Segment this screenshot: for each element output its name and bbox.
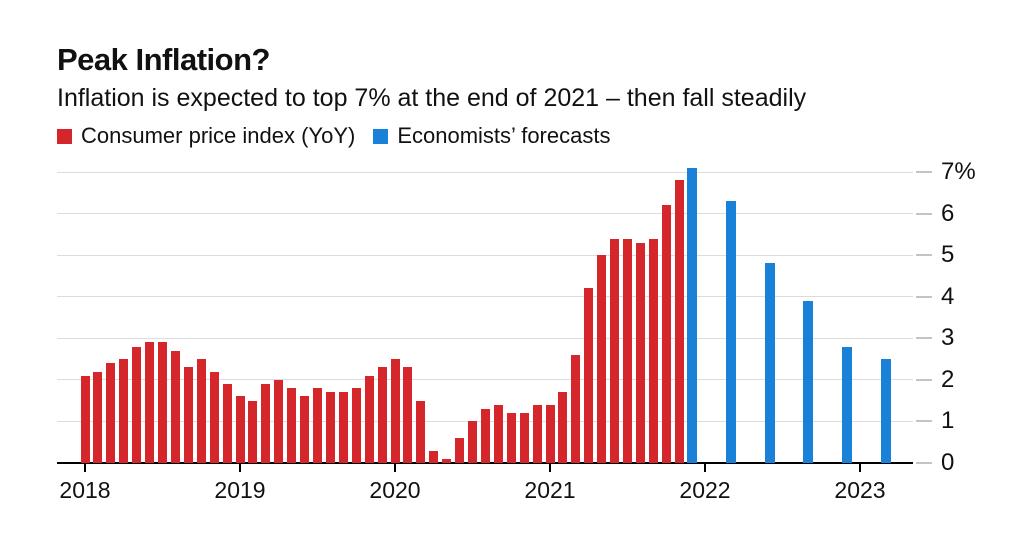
cpi-bar-34	[519, 413, 529, 463]
cpi-bar-32	[493, 404, 503, 463]
chart-title: Peak Inflation?	[57, 42, 270, 77]
y-tick-6	[916, 212, 932, 215]
cpi-bar-44	[648, 238, 658, 463]
y-axis-label-4: 4	[941, 282, 955, 310]
cpi-bar-11	[222, 384, 232, 463]
cpi-bar-9	[196, 359, 206, 463]
cpi-bar-6	[158, 342, 167, 463]
cpi-bar-33	[506, 413, 516, 463]
gridline-4	[57, 296, 913, 298]
x-axis-label-2022: 2022	[679, 477, 731, 503]
y-tick-7	[916, 171, 932, 173]
gridline-2	[57, 379, 913, 381]
cpi-bar-14	[261, 384, 271, 463]
cpi-bar-2	[106, 363, 116, 463]
cpi-bar-19	[325, 392, 335, 463]
cpi-bar-46	[674, 180, 684, 463]
y-axis-label-1: 1	[941, 407, 955, 435]
cpi-bar-38	[571, 354, 581, 463]
forecast-bar-2021-12	[687, 167, 698, 463]
cpi-bar-13	[248, 400, 258, 463]
cpi-bar-22	[364, 375, 374, 463]
cpi-bar-4	[132, 346, 142, 463]
x-tick-2019	[239, 463, 241, 472]
cpi-bar-1	[93, 371, 103, 463]
cpi-bar-8	[183, 367, 193, 463]
cpi-bar-40	[597, 255, 607, 463]
cpi-bar-7	[170, 350, 180, 463]
cpi-bar-26	[416, 400, 426, 463]
y-axis-label-3: 3	[941, 324, 955, 352]
cpi-bar-24	[390, 359, 400, 463]
legend-label-cpi: Consumer price index (YoY)	[81, 123, 356, 148]
x-tick-2022	[704, 463, 706, 472]
cpi-bar-36	[545, 404, 555, 463]
cpi-bar-43	[635, 242, 645, 463]
y-axis-label-0: 0	[941, 449, 955, 476]
cpi-bar-29	[455, 438, 465, 463]
x-axis-label-2020: 2020	[369, 477, 421, 503]
gridline-3	[57, 337, 913, 339]
forecast-swatch-icon	[373, 128, 389, 144]
y-tick-1	[916, 420, 932, 423]
forecast-bar-2022-03	[725, 201, 736, 463]
forecast-bar-2023-03	[880, 359, 891, 463]
cpi-bar-21	[351, 388, 361, 463]
cpi-bar-28	[442, 458, 452, 463]
gridline-7	[57, 171, 913, 173]
legend-label-forecasts: Economists’ forecasts	[397, 123, 611, 148]
y-tick-3	[916, 337, 932, 340]
x-tick-2023	[859, 463, 861, 472]
cpi-bar-17	[300, 396, 310, 463]
cpi-bar-3	[119, 359, 129, 463]
x-axis-label-2021: 2021	[524, 477, 576, 503]
x-axis-label-2019: 2019	[214, 477, 266, 503]
x-tick-2018	[84, 463, 86, 472]
cpi-bar-25	[403, 367, 413, 463]
y-axis-label-5: 5	[941, 241, 955, 269]
y-tick-5	[916, 254, 932, 257]
cpi-bar-30	[468, 421, 477, 463]
cpi-bar-31	[480, 408, 490, 463]
x-axis-label-2023: 2023	[834, 477, 886, 503]
y-axis-label-6: 6	[941, 199, 955, 227]
forecast-bar-2022-06	[764, 263, 775, 463]
cpi-bar-0	[80, 375, 90, 463]
cpi-bar-39	[584, 288, 594, 463]
cpi-bar-10	[209, 371, 219, 463]
cpi-bar-20	[338, 392, 348, 463]
legend-item-forecasts: Economists’ forecasts	[373, 123, 610, 149]
cpi-bar-41	[610, 238, 620, 463]
cpi-bar-37	[558, 392, 568, 463]
x-tick-2021	[549, 463, 551, 472]
cpi-bar-27	[429, 450, 439, 463]
y-tick-2	[916, 378, 932, 381]
cpi-bar-16	[287, 388, 297, 463]
y-axis-label-7: 7%	[941, 158, 976, 185]
y-tick-4	[916, 295, 932, 298]
legend-item-cpi: Consumer price index (YoY)	[57, 123, 355, 149]
cpi-bar-35	[532, 404, 542, 463]
x-tick-2020	[394, 463, 396, 472]
cpi-bar-15	[274, 379, 284, 463]
cpi-bar-12	[235, 396, 245, 463]
legend: Consumer price index (YoY) Economists’ f…	[57, 123, 610, 149]
chart-subtitle: Inflation is expected to top 7% at the e…	[57, 84, 807, 112]
y-axis-label-2: 2	[941, 365, 955, 393]
cpi-bar-23	[377, 367, 387, 463]
gridline-6	[57, 213, 913, 215]
x-axis-line	[57, 462, 913, 464]
y-tick-0	[916, 462, 932, 464]
cpi-bar-5	[145, 342, 155, 463]
cpi-bar-42	[623, 238, 632, 463]
x-axis-label-2018: 2018	[59, 477, 111, 503]
cpi-swatch-icon	[57, 128, 72, 144]
gridline-5	[57, 254, 913, 256]
forecast-bar-2022-12	[842, 346, 853, 463]
forecast-bar-2022-09	[803, 300, 814, 463]
cpi-bar-45	[661, 205, 671, 463]
cpi-bar-18	[313, 388, 322, 463]
